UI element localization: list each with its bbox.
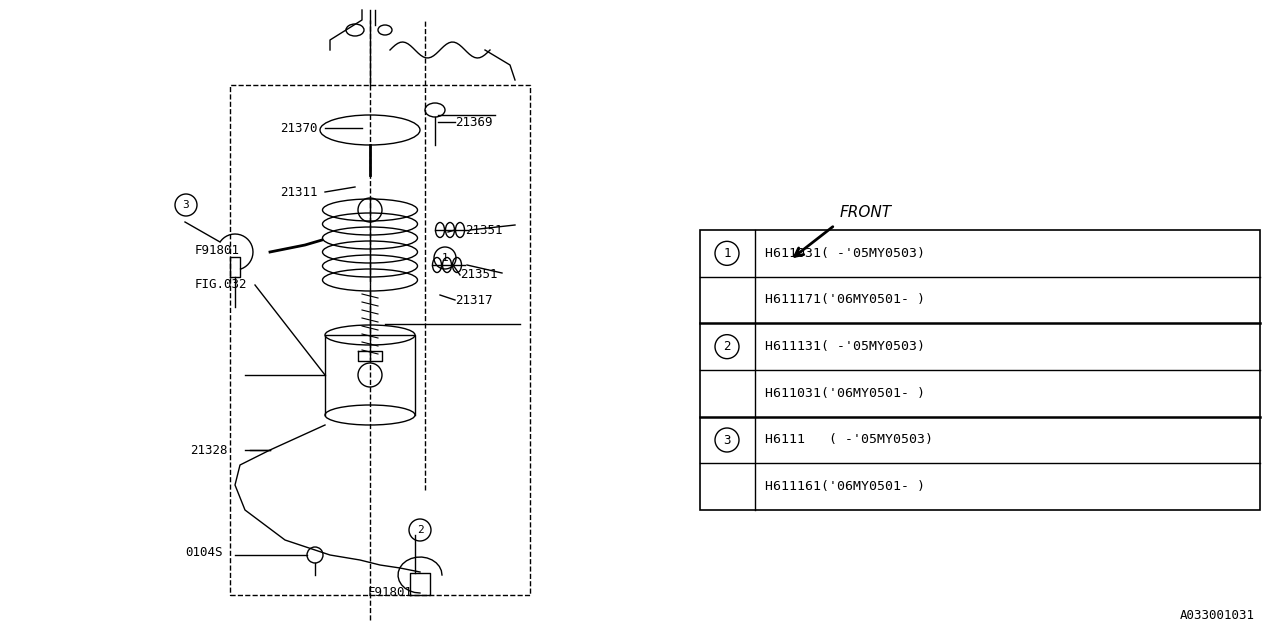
Text: 21370: 21370	[280, 122, 317, 134]
Text: 21351: 21351	[460, 269, 498, 282]
Text: H611031( -'05MY0503): H611031( -'05MY0503)	[765, 247, 925, 260]
Text: 1: 1	[723, 247, 731, 260]
Text: H611161('06MY0501- ): H611161('06MY0501- )	[765, 480, 925, 493]
Text: 21351: 21351	[465, 223, 503, 237]
Text: H611171('06MY0501- ): H611171('06MY0501- )	[765, 294, 925, 307]
Text: 2: 2	[416, 525, 424, 535]
Text: 3: 3	[183, 200, 189, 210]
Text: 3: 3	[723, 433, 731, 447]
Text: 1: 1	[442, 253, 448, 263]
Text: H611031('06MY0501- ): H611031('06MY0501- )	[765, 387, 925, 400]
Text: 21317: 21317	[454, 294, 493, 307]
Text: FIG.032: FIG.032	[195, 278, 247, 291]
Text: 2: 2	[723, 340, 731, 353]
Text: FRONT: FRONT	[840, 205, 892, 220]
Text: A033001031: A033001031	[1180, 609, 1254, 622]
Text: 21369: 21369	[454, 115, 493, 129]
Text: H6111   ( -'05MY0503): H6111 ( -'05MY0503)	[765, 433, 933, 447]
Text: 0104S: 0104S	[186, 547, 223, 559]
Text: H611131( -'05MY0503): H611131( -'05MY0503)	[765, 340, 925, 353]
Text: 21328: 21328	[189, 444, 228, 456]
Text: 21311: 21311	[280, 186, 317, 198]
Text: F91801: F91801	[369, 586, 413, 600]
Bar	[700, 230, 1260, 510]
Text: F91801: F91801	[195, 243, 241, 257]
